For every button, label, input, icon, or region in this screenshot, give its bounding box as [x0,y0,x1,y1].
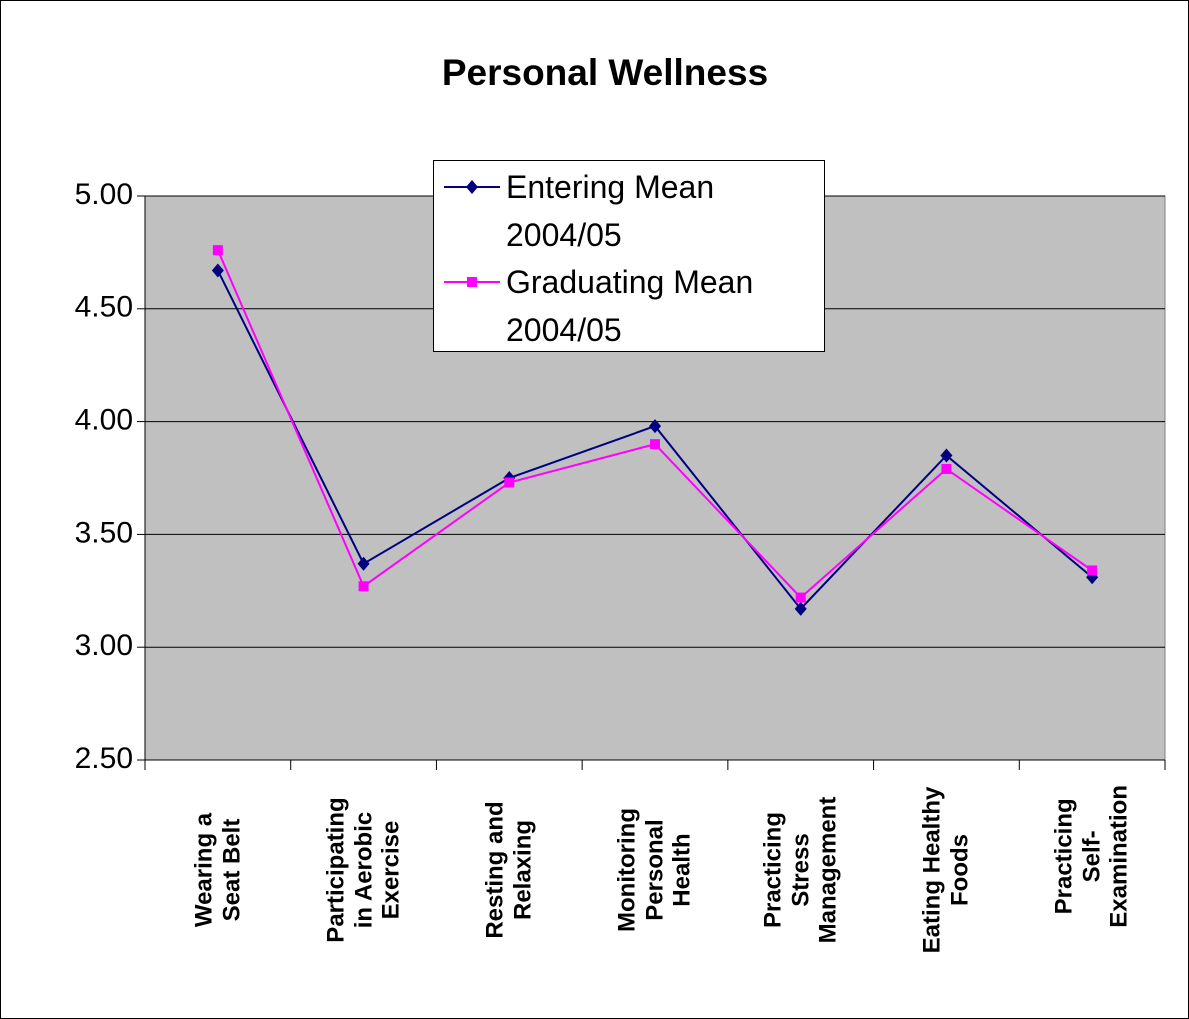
marker [650,439,660,450]
marker [358,581,369,592]
marker [212,245,223,256]
y-tick-label: 5.00 [75,178,133,211]
x-tick-label: Eating Healthy Foods [918,786,974,954]
marker [794,601,807,616]
legend-swatch [444,277,500,287]
x-tick-label: Wearing a Seat Belt [190,812,245,928]
x-tick-label: Resting and Relaxing [481,801,537,939]
marker [940,448,953,463]
marker [941,463,952,474]
legend-label: Entering Mean 2004/05 [506,169,715,253]
y-tick-label: 4.00 [75,404,133,437]
chart-title: Personal Wellness [442,52,768,93]
marker [1087,565,1098,576]
legend-entry: Entering Mean 2004/05 [444,163,824,258]
legend-label: Graduating Mean 2004/05 [506,264,754,348]
y-tick-label: 4.50 [75,291,133,324]
legend-swatch [444,180,500,194]
x-tick-label: Practicing Stress Management [759,796,842,944]
legend-marker [467,277,477,287]
x-tick-label: Participating in Aerobic Exercise [322,797,405,943]
x-tick-label: Monitoring Personal Health [613,808,696,932]
x-tick-label: Practicing Self-Examination [1050,785,1133,928]
legend-entry: Graduating Mean 2004/05 [444,258,824,353]
marker [795,592,806,603]
marker [504,477,515,488]
marker [357,556,370,571]
y-tick-label: 3.50 [75,516,133,549]
legend: Entering Mean 2004/05 Graduating Mean 200… [433,160,825,352]
legend-marker [466,180,478,194]
marker [211,263,224,278]
y-tick-label: 2.50 [75,742,133,775]
marker [649,419,661,434]
y-tick-label: 3.00 [75,629,133,662]
